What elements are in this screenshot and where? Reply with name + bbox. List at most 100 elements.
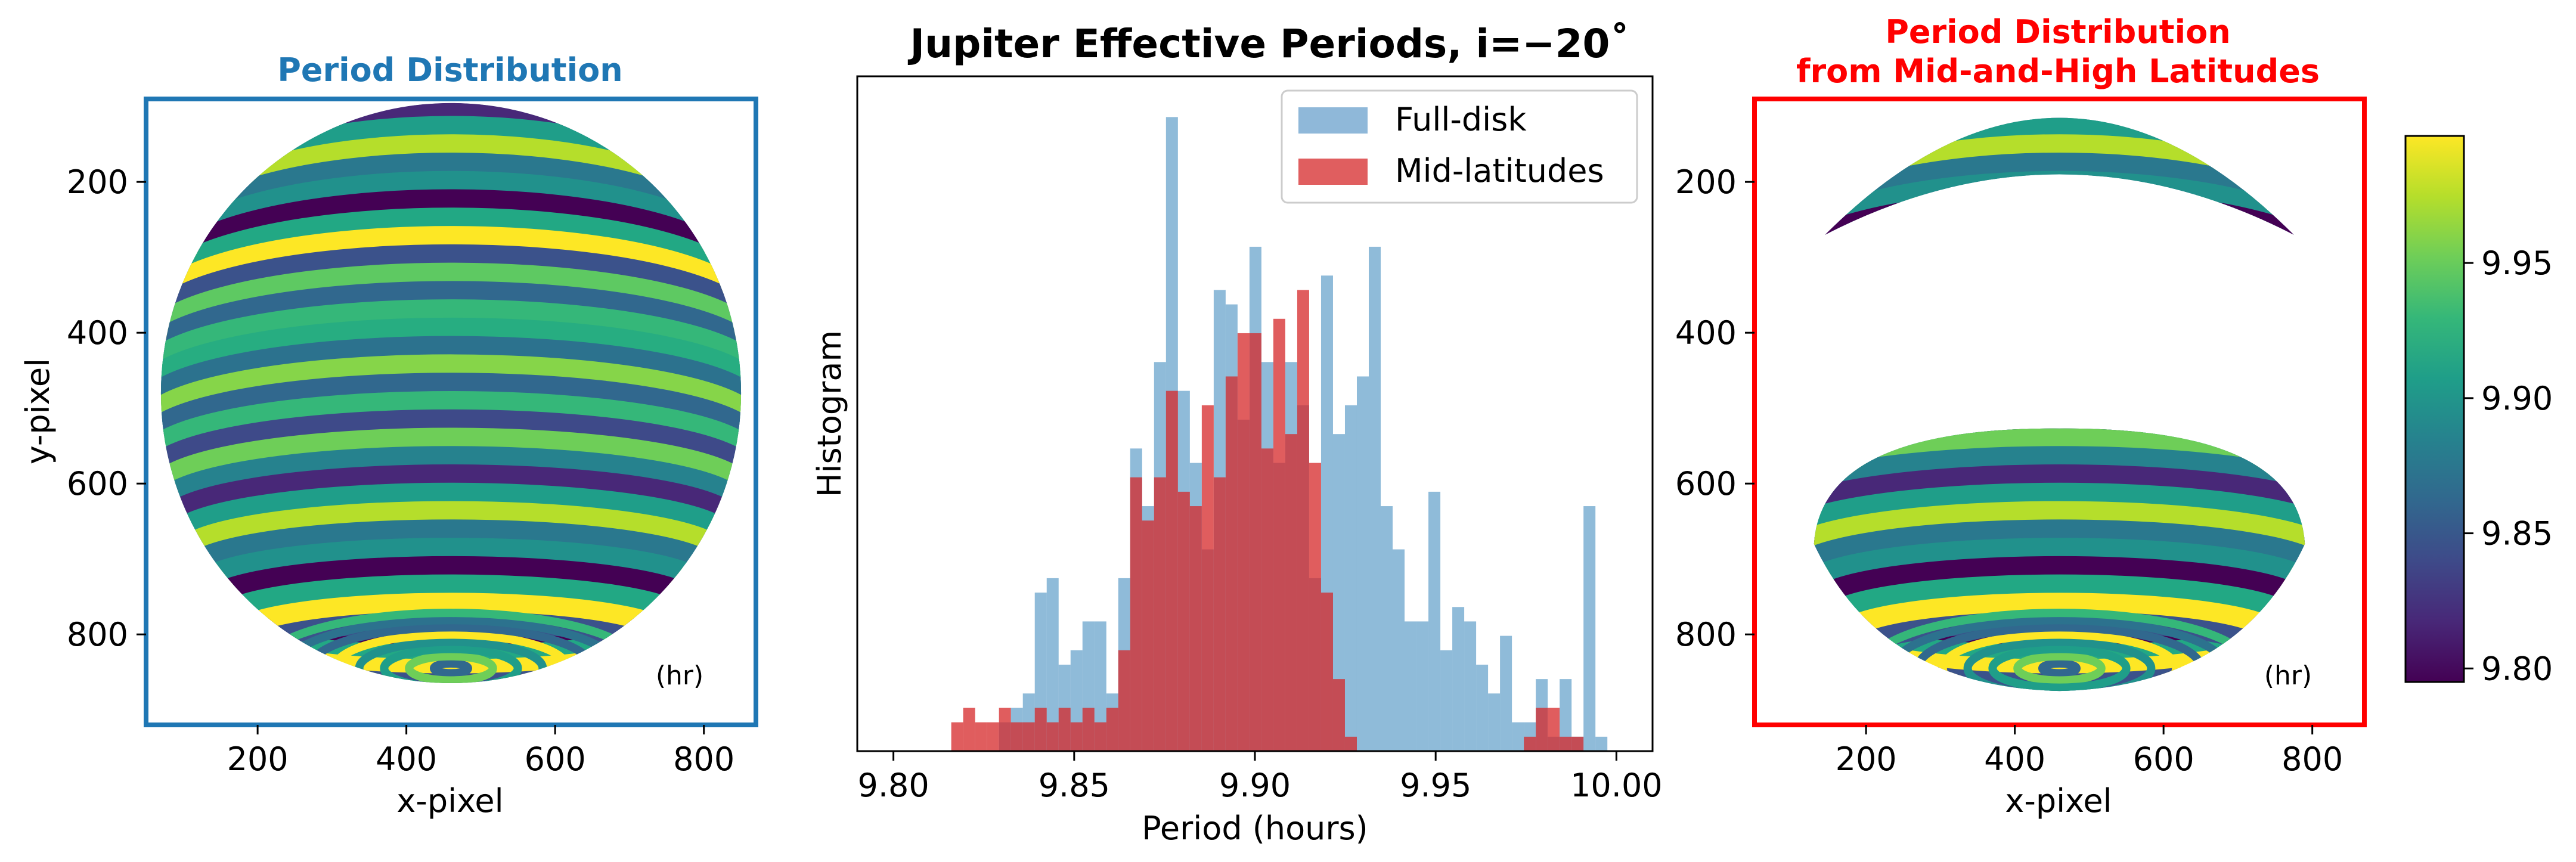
full-disk-bar [1440,650,1453,751]
right-title-line-1: Period Distribution [1885,13,2230,51]
left-xtick-label: 200 [227,740,289,778]
histogram-xlabel: Period (hours) [1142,810,1368,847]
mid-latitudes-bar [1273,318,1285,751]
histogram-x-ticks: 9.80 9.85 9.90 9.95 10.00 [858,751,1663,804]
full-disk-bar [1381,506,1393,751]
mid-latitudes-bar [1070,722,1083,751]
full-disk-bar [1416,621,1429,751]
full-disk-bar [1500,635,1512,751]
left-pole-ring [405,652,497,683]
colorbar-tick-label: 9.90 [2481,380,2553,417]
mid-latitudes-bar [1249,333,1261,751]
histogram-bars [951,117,1608,752]
histogram-xtick-label: 9.80 [858,767,929,804]
right-xtick-label: 600 [2133,740,2194,778]
right-band [1814,189,2305,370]
right-y-ticks: 200 400 600 800 [1675,163,1754,653]
mid-latitudes-bar [999,708,1011,751]
left-xtick-label: 800 [673,740,734,778]
right-ytick-label: 600 [1675,465,1737,503]
right-ytick-label: 200 [1675,163,1737,201]
mid-latitudes-bar [963,708,975,751]
mid-latitudes-bar [1118,650,1130,751]
colorbar: 9.80 9.85 9.90 9.95 [2404,135,2553,687]
left-ytick-label: 800 [67,616,128,653]
full-disk-bar [1393,549,1405,751]
colorbar-tick-label: 9.80 [2481,650,2553,687]
left-annotation: (hr) [656,661,703,691]
full-disk-bar [1046,578,1059,751]
mid-latitudes-bar [1332,679,1345,751]
full-disk-bar [1344,405,1357,751]
mid-latitudes-bar [1106,708,1118,751]
legend-swatch-full-disk [1298,107,1368,134]
right-disk-image [1814,117,2305,692]
left-y-ticks: 200 400 600 800 [67,163,146,653]
full-disk-bar [1094,621,1106,751]
mid-latitudes-bar [1344,736,1357,751]
mid-latitudes-bar [1524,736,1536,751]
legend-box [1281,89,1638,204]
colorbar-tick-label: 9.85 [2481,515,2553,553]
full-disk-bar [1332,434,1345,751]
left-xtick-label: 600 [525,740,586,778]
right-band [1814,207,2305,385]
mid-latitudes-bar [1297,290,1309,751]
mid-latitudes-bar [1560,736,1572,751]
full-disk-bar [1476,664,1489,751]
mid-latitudes-bar [1548,708,1560,751]
mid-latitudes-bar [1536,708,1548,751]
right-ytick-label: 400 [1675,314,1737,352]
right-pole-ring [2038,659,2081,678]
mid-latitudes-bar [1320,593,1333,751]
right-annotation: (hr) [2264,661,2312,691]
full-disk-bar [1488,693,1501,751]
right-frame [1752,97,2367,727]
right-band [1814,152,2305,342]
right-band [1814,262,2305,427]
left-ylabel: y-pixel [19,358,57,464]
right-band [1814,170,2305,356]
mid-latitudes-bar [1201,405,1214,751]
mid-latitudes-bar [1046,722,1059,751]
mid-latitudes-bar [1154,477,1166,751]
left-title: Period Distribution [277,51,622,89]
histogram-title: Jupiter Effective Periods, i=−20˚ [908,21,1630,67]
right-title-line-2: from Mid-and-High Latitudes [1796,52,2320,90]
mid-latitudes-bar [1213,477,1226,751]
full-disk-bar [1560,679,1572,751]
left-panel: Period Distribution (hr) 200 400 600 800 20… [19,51,758,820]
mid-latitudes-bar [1082,708,1095,751]
full-disk-bar [1452,607,1465,751]
histogram-xtick-label: 9.90 [1219,767,1291,804]
left-frame [144,97,758,727]
right-band [1814,244,2305,413]
mid-latitudes-bar [1189,506,1202,751]
full-disk-bar [1464,621,1477,751]
legend-label-full-disk: Full-disk [1395,101,1527,138]
full-disk-bar [1428,491,1441,751]
mid-latitudes-bar [987,722,999,751]
right-pole-ring [1938,630,2181,692]
colorbar-gradient [2404,135,2465,683]
right-xlabel: x-pixel [2005,782,2112,820]
full-disk-bar [1369,246,1381,751]
left-ytick-label: 600 [67,465,128,503]
left-pole-ring [380,644,522,683]
right-band [1814,226,2305,398]
full-disk-bar [1595,736,1608,751]
mid-latitudes-bar [1010,722,1023,751]
colorbar-ticks: 9.80 9.85 9.90 9.95 [2464,244,2553,687]
histogram-ylabel: Histogram [811,330,848,497]
histogram-panel: Jupiter Effective Periods, i=−20˚ 9.80 9.… [811,21,1663,847]
mid-latitudes-bar [1130,477,1142,751]
right-xtick-label: 200 [1836,740,1897,778]
legend: Full-disk Mid-latitudes [1281,89,1638,204]
histogram-xtick-label: 9.95 [1400,767,1471,804]
mid-latitudes-bar [1237,333,1250,751]
mid-latitudes-bar [1225,376,1238,751]
full-disk-bar [1405,621,1417,751]
right-pole-ring [1963,637,2156,692]
mid-latitudes-bar [1177,491,1190,751]
